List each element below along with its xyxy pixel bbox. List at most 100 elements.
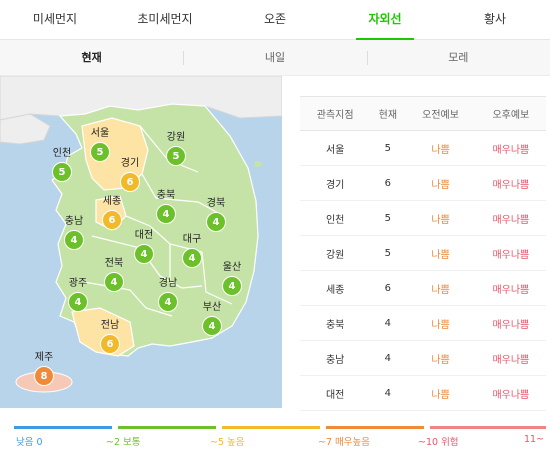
marker-circle-icon: 6 <box>102 210 122 230</box>
tab-today[interactable]: 현재 <box>81 51 102 64</box>
tab-yellow-dust[interactable]: 황사 <box>483 12 507 26</box>
tab-day-after-tomorrow[interactable]: 모레 <box>366 40 550 75</box>
region-jeju[interactable]: 제주 8 <box>24 352 64 386</box>
marker-circle-icon: 4 <box>104 272 124 292</box>
region-name: 대전 <box>134 230 154 241</box>
scale-bar-normal <box>118 426 216 429</box>
top-tabs: 미세먼지 초미세먼지 오존 자외선 황사 <box>0 0 550 40</box>
region-name: 인천 <box>52 148 72 159</box>
pm-forecast: 매우나쁨 <box>475 165 546 201</box>
marker-circle-icon: 4 <box>158 292 178 312</box>
north-land-west <box>0 113 51 145</box>
am-forecast: 나쁨 <box>405 305 476 341</box>
station-name: 충북 <box>300 305 371 341</box>
region-daegu[interactable]: 대구 4 <box>172 234 212 268</box>
tab-ultrafine-dust[interactable]: 초미세먼지 <box>137 12 193 26</box>
scale-label-danger: ~10 위험 <box>418 437 459 448</box>
marker-circle-icon: 5 <box>166 146 186 166</box>
marker-circle-icon: 4 <box>206 212 226 232</box>
station-name: 세종 <box>300 270 371 306</box>
region-name: 경남 <box>158 278 178 289</box>
table-row: 세종 6 나쁨 매우나쁨 <box>300 270 546 306</box>
uv-scale-legend: 낮음 0 ~2 보통 ~5 높음 ~7 매우높음 ~10 위험 11~ <box>14 426 546 456</box>
scale-label-extreme: 11~ <box>524 434 545 445</box>
tab-ozone[interactable]: 오존 <box>263 12 287 26</box>
region-name: 울산 <box>222 262 242 273</box>
region-jeonnam[interactable]: 전남 6 <box>90 320 130 354</box>
table-row: 경기 6 나쁨 매우나쁨 <box>300 165 546 201</box>
pm-forecast: 매우나쁨 <box>475 200 546 236</box>
region-incheon[interactable]: 인천 5 <box>42 148 82 182</box>
current-value: 6 <box>370 165 406 201</box>
pm-forecast: 매우나쁨 <box>475 340 546 376</box>
region-chungnam[interactable]: 충남 4 <box>54 216 94 250</box>
current-value: 6 <box>370 270 406 306</box>
marker-circle-icon: 5 <box>90 142 110 162</box>
region-name: 제주 <box>34 352 54 363</box>
region-name: 전남 <box>100 320 120 331</box>
region-gyeonggi[interactable]: 경기 6 <box>110 158 150 192</box>
region-busan[interactable]: 부산 4 <box>192 302 232 336</box>
region-gangwon[interactable]: 강원 5 <box>156 132 196 166</box>
marker-circle-icon: 6 <box>100 334 120 354</box>
region-gyeongnam[interactable]: 경남 4 <box>148 278 188 312</box>
marker-circle-icon: 4 <box>64 230 84 250</box>
tab-uv[interactable]: 자외선 <box>330 0 440 40</box>
region-sejong[interactable]: 세종 6 <box>92 196 132 230</box>
region-gwangju[interactable]: 광주 4 <box>58 278 98 312</box>
marker-circle-icon: 6 <box>120 172 140 192</box>
marker-circle-icon: 8 <box>34 366 54 386</box>
am-forecast: 나쁨 <box>405 235 476 271</box>
current-value: 5 <box>370 200 406 236</box>
header-station: 관측지점 <box>300 96 371 131</box>
marker-circle-icon: 4 <box>182 248 202 268</box>
region-name: 충남 <box>64 216 84 227</box>
region-daejeon[interactable]: 대전 4 <box>124 230 164 264</box>
region-chungbuk[interactable]: 충북 4 <box>146 190 186 224</box>
region-name: 충북 <box>156 190 176 201</box>
tab-tomorrow[interactable]: 내일 <box>183 40 366 75</box>
scale-label-very-high: ~7 매우높음 <box>318 437 370 448</box>
marker-circle-icon: 4 <box>202 316 222 336</box>
current-value: 4 <box>370 340 406 376</box>
scale-bar-very-high <box>326 426 424 429</box>
station-name: 서울 <box>300 130 371 166</box>
tab-fine-dust[interactable]: 미세먼지 <box>32 12 78 26</box>
scale-label-normal: ~2 보통 <box>106 437 141 448</box>
table-row: 인천 5 나쁨 매우나쁨 <box>300 200 546 236</box>
station-name: 강원 <box>300 235 371 271</box>
region-name: 부산 <box>202 302 222 313</box>
am-forecast: 나쁨 <box>405 340 476 376</box>
station-name: 대전 <box>300 375 371 411</box>
table-row: 서울 5 나쁨 매우나쁨 <box>300 130 546 166</box>
am-forecast: 나쁨 <box>405 165 476 201</box>
current-value: 5 <box>370 130 406 166</box>
scale-bar-high <box>222 426 320 429</box>
scale-label-high: ~5 높음 <box>210 437 245 448</box>
region-name: 전북 <box>104 258 124 269</box>
scale-label-low: 낮음 0 <box>16 437 43 448</box>
region-name: 서울 <box>90 128 110 139</box>
day-tabs: 현재 내일 모레 <box>0 40 550 76</box>
am-forecast: 나쁨 <box>405 130 476 166</box>
small-island <box>229 172 235 176</box>
station-name: 충남 <box>300 340 371 376</box>
current-value: 4 <box>370 375 406 411</box>
header-am-forecast: 오전예보 <box>405 96 476 131</box>
marker-circle-icon: 4 <box>156 204 176 224</box>
ulleung-island <box>254 161 262 167</box>
region-seoul[interactable]: 서울 5 <box>80 128 120 162</box>
region-name: 대구 <box>182 234 202 245</box>
pm-forecast: 매우나쁨 <box>475 305 546 341</box>
marker-circle-icon: 4 <box>68 292 88 312</box>
region-name: 광주 <box>68 278 88 289</box>
region-gyeongbuk[interactable]: 경북 4 <box>196 198 236 232</box>
station-name: 경기 <box>300 165 371 201</box>
region-ulsan[interactable]: 울산 4 <box>212 262 252 296</box>
am-forecast: 나쁨 <box>405 200 476 236</box>
region-name: 세종 <box>102 196 122 207</box>
table-row: 충남 4 나쁨 매우나쁨 <box>300 340 546 376</box>
korea-map: 서울 5 인천 5 강원 5 경기 6 충북 4 세종 6 경북 4 충남 4 … <box>0 76 282 408</box>
header-current: 현재 <box>370 96 406 131</box>
region-jeonbuk[interactable]: 전북 4 <box>94 258 134 292</box>
